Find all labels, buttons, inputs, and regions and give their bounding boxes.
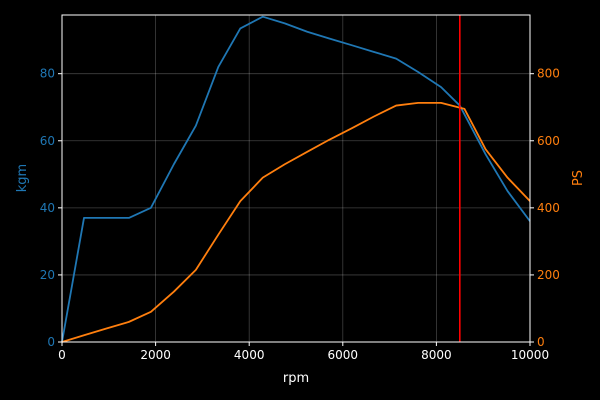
left-tick-label: 80 (40, 67, 55, 81)
x-tick-label: 6000 (328, 348, 359, 362)
ps-series-line (61, 101, 531, 343)
series-layer (61, 15, 531, 343)
right-tick-label: 400 (537, 201, 560, 215)
x-tick-label: 10000 (511, 348, 549, 362)
left-tick-label: 0 (47, 335, 55, 349)
left-axis-label: kgm (15, 164, 30, 192)
left-tick-label: 60 (40, 134, 55, 148)
x-tick-label: 4000 (234, 348, 265, 362)
x-axis-label: rpm (283, 371, 309, 386)
kgm-series-line (61, 15, 531, 343)
right-tick-label: 800 (537, 67, 560, 81)
left-tick-label: 40 (40, 201, 55, 215)
x-tick-label: 8000 (421, 348, 452, 362)
x-axis: 0 2000 4000 6000 8000 10000 (58, 342, 549, 362)
left-y-axis: 0 20 40 60 80 (40, 67, 62, 349)
left-tick-label: 20 (40, 268, 55, 282)
right-tick-label: 0 (537, 335, 545, 349)
right-y-axis: 0 200 400 600 800 (530, 67, 560, 349)
right-tick-label: 600 (537, 134, 560, 148)
x-tick-label: 2000 (140, 348, 171, 362)
plot-frame (61, 14, 531, 343)
x-tick-label: 0 (58, 348, 66, 362)
right-tick-label: 200 (537, 268, 560, 282)
right-axis-label: PS (571, 170, 586, 186)
